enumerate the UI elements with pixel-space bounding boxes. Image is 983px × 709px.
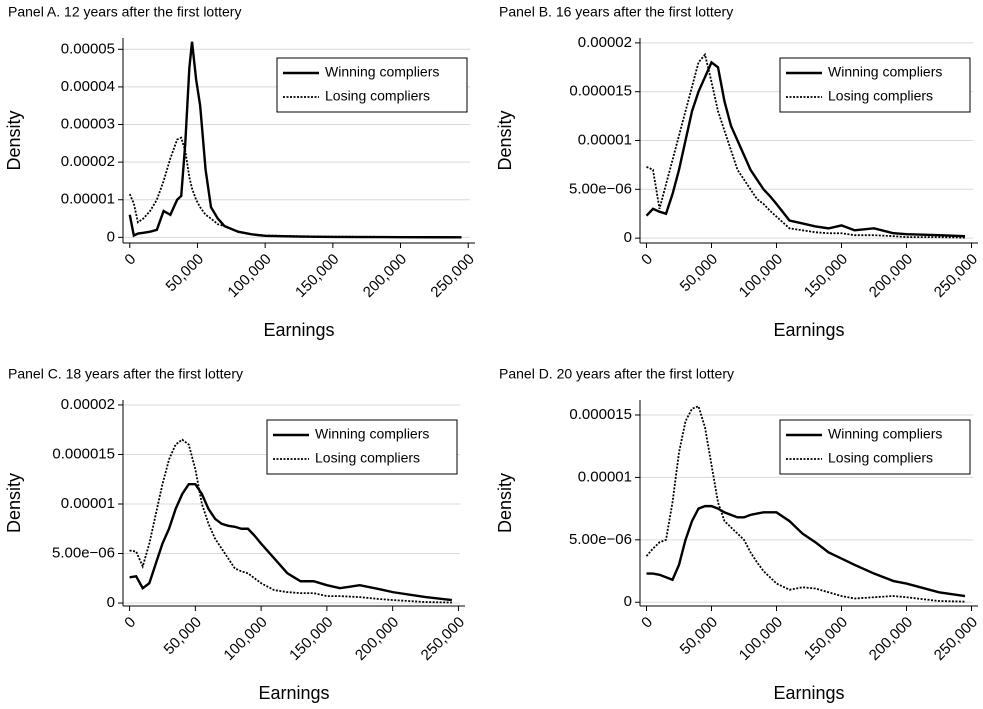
panel-title: Panel A. 12 years after the first lotter…	[8, 4, 241, 20]
density-line	[645, 60, 966, 238]
x-tick-label: 0	[638, 251, 656, 269]
x-axis-title: Earnings	[773, 683, 844, 703]
legend-box	[266, 419, 458, 475]
y-tick-label: 0	[624, 229, 632, 246]
density-line	[646, 52, 966, 239]
y-tick-label: 5.00e−06	[52, 544, 115, 561]
x-tick-label: 50,000	[677, 614, 721, 658]
x-tick-label: 200,000	[866, 251, 916, 301]
density-line	[645, 405, 966, 603]
y-axis-title: Density	[4, 110, 24, 170]
y-tick-label: 0.000015	[52, 445, 115, 462]
legend-box	[779, 419, 971, 475]
x-axis-title: Earnings	[258, 683, 329, 703]
y-tick-label: 0.00002	[61, 153, 115, 170]
y-tick-label: 0.00003	[61, 115, 115, 132]
x-tick-label: 0	[121, 251, 139, 269]
x-tick-label: 200,000	[352, 614, 402, 664]
y-tick-label: 0	[624, 593, 632, 610]
density-line	[129, 482, 452, 602]
legend-label: Losing compliers	[828, 450, 933, 466]
x-tick-label: 0	[121, 614, 139, 632]
x-tick-label: 150,000	[801, 614, 851, 664]
y-axis-title: Density	[495, 473, 515, 533]
x-tick-label: 150,000	[286, 614, 336, 664]
y-tick-label: 0.00004	[61, 78, 115, 95]
x-axis-title: Earnings	[263, 320, 334, 340]
legend-label: Winning compliers	[828, 64, 942, 80]
density-line	[646, 504, 966, 598]
panel-title: Panel B. 16 years after the first lotter…	[499, 4, 733, 20]
x-tick-label: 150,000	[801, 251, 851, 301]
x-tick-label: 50,000	[161, 614, 205, 658]
x-tick-label: 250,000	[931, 251, 981, 301]
y-axis-title: Density	[495, 110, 515, 170]
x-tick-label: 0	[638, 614, 656, 632]
x-tick-label: 150,000	[292, 251, 342, 301]
y-tick-label: 0.00001	[61, 191, 115, 208]
y-tick-label: 0	[107, 594, 115, 611]
y-tick-label: 0.00001	[578, 468, 632, 485]
y-tick-label: 0.00005	[61, 40, 115, 57]
x-tick-label: 200,000	[866, 614, 916, 664]
y-tick-label: 0.000015	[569, 406, 632, 423]
y-tick-label: 0.00001	[61, 495, 115, 512]
x-tick-label: 100,000	[736, 251, 786, 301]
legend-label: Losing compliers	[315, 450, 420, 466]
y-tick-label: 0.00001	[578, 131, 632, 148]
panel-title: Panel C. 18 years after the first lotter…	[8, 366, 243, 382]
x-tick-label: 250,000	[931, 614, 981, 664]
panel-title: Panel D. 20 years after the first lotter…	[499, 366, 734, 382]
x-tick-label: 50,000	[677, 251, 721, 295]
x-tick-label: 200,000	[360, 251, 410, 301]
legend-label: Losing compliers	[828, 88, 933, 104]
density-line	[128, 41, 462, 239]
legend-label: Winning compliers	[325, 64, 439, 80]
legend-label: Winning compliers	[828, 426, 942, 442]
y-tick-label: 0.00002	[61, 396, 115, 413]
density-line	[128, 136, 462, 239]
x-tick-label: 250,000	[418, 614, 468, 664]
y-tick-label: 0.000015	[569, 83, 632, 100]
y-axis-title: Density	[4, 473, 24, 533]
y-tick-label: 5.00e−06	[569, 531, 632, 548]
x-tick-label: 250,000	[427, 251, 477, 301]
x-tick-label: 100,000	[220, 614, 270, 664]
legend-box	[276, 57, 468, 113]
legend-label: Losing compliers	[325, 88, 430, 104]
x-axis-title: Earnings	[773, 320, 844, 340]
y-tick-label: 0.00002	[578, 34, 632, 51]
legend-label: Winning compliers	[315, 426, 429, 442]
x-tick-label: 50,000	[163, 251, 207, 295]
x-tick-label: 100,000	[736, 614, 786, 664]
x-tick-label: 100,000	[224, 251, 274, 301]
y-tick-label: 5.00e−06	[569, 180, 632, 197]
legend-box	[779, 57, 971, 113]
y-tick-label: 0	[107, 228, 115, 245]
